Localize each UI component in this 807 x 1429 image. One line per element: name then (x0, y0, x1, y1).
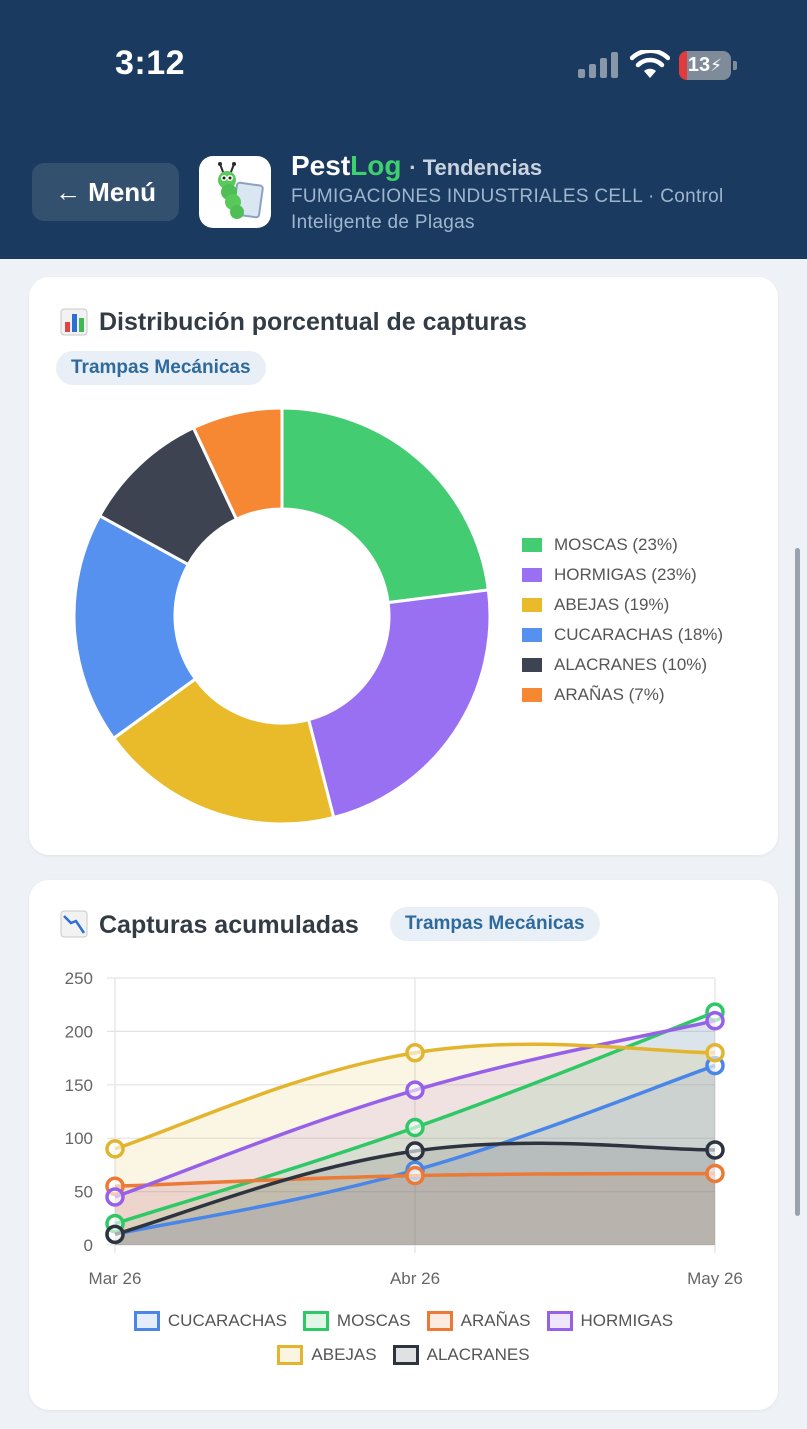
menu-button[interactable]: ← Menú (32, 163, 179, 221)
x-tick-label: Abr 26 (390, 1269, 440, 1288)
point-hormigas[interactable] (705, 1010, 725, 1031)
app-title: PestLog · Tendencias (291, 150, 542, 182)
legend-item-alacranes[interactable]: ALACRANES (392, 1345, 530, 1365)
company-subtitle: FUMIGACIONES INDUSTRIALES CELL · Control… (291, 186, 724, 233)
y-tick-label: 150 (65, 1076, 93, 1095)
legend-label: ALACRANES (426, 1345, 530, 1364)
legend-swatch (426, 1311, 453, 1331)
area-alacranes (115, 1143, 715, 1245)
legend-label: ABEJAS (311, 1345, 377, 1364)
doughnut-legend: MOSCAS (23%) HORMIGAS (23%) ABEJAS (19%) CU… (522, 530, 723, 710)
legend-swatch (522, 628, 542, 642)
app-logo (199, 156, 271, 228)
point-aranas[interactable] (705, 1163, 725, 1184)
point-alacranes[interactable] (705, 1140, 725, 1160)
legend-label: ARAÑAS (7%) (554, 685, 665, 704)
legend-item-hormigas[interactable]: HORMIGAS (546, 1311, 674, 1331)
legend-item-moscas[interactable]: MOSCAS (23%) (522, 530, 723, 560)
cumulative-legend: CUCARACHAS MOSCAS ARAÑAS HORMIGAS ABEJAS ALAC… (29, 1304, 778, 1372)
legend-label: CUCARACHAS (18%) (554, 625, 724, 644)
status-time: 3:12 (115, 44, 186, 82)
distribution-title: Distribución porcentual de capturas (99, 308, 527, 336)
cellular-signal-icon (578, 52, 620, 78)
legend-item-abejas[interactable]: ABEJAS (277, 1345, 377, 1365)
legend-label: HORMIGAS (580, 1311, 674, 1330)
legend-label: MOSCAS (23%) (554, 535, 678, 554)
scrollbar[interactable] (795, 548, 800, 1216)
legend-label: ARAÑAS (460, 1311, 531, 1330)
y-tick-label: 200 (65, 1022, 93, 1041)
legend-swatch (522, 598, 542, 612)
legend-swatch (522, 658, 542, 672)
point-alacranes[interactable] (105, 1224, 125, 1245)
trend-down-chart-icon (60, 910, 88, 938)
section-title: · Tendencias (409, 155, 543, 180)
battery-icon: 13⚡ (679, 51, 737, 80)
legend-swatch (522, 538, 542, 552)
distribution-card: Distribución porcentual de capturas Tram… (29, 277, 778, 855)
cumulative-card: Capturas acumuladas Trampas Mecánicas 0 5… (29, 880, 778, 1410)
legend-label: MOSCAS (336, 1311, 411, 1330)
y-tick-label: 50 (74, 1183, 93, 1202)
point-alacranes[interactable] (405, 1141, 425, 1161)
x-tick-label: Mar 26 (89, 1269, 142, 1288)
app-name-pest: Pest (291, 150, 351, 181)
point-moscas[interactable] (405, 1117, 425, 1138)
doughnut-chart (72, 406, 492, 826)
slice-hormigas[interactable] (306, 588, 492, 820)
point-aranas[interactable] (405, 1165, 425, 1186)
legend-swatch (522, 688, 542, 702)
slice-moscas[interactable] (280, 406, 491, 605)
battery-level: 13 (687, 54, 711, 76)
legend-swatch (302, 1311, 329, 1331)
legend-swatch (277, 1345, 304, 1365)
bar-chart-icon (60, 308, 88, 336)
point-hormigas[interactable] (105, 1187, 125, 1207)
legend-item-hormigas[interactable]: HORMIGAS (23%) (522, 560, 723, 590)
legend-item-cucarachas[interactable]: CUCARACHAS (18%) (522, 620, 723, 650)
cumulative-filter-pill: Trampas Mecánicas (390, 907, 600, 941)
app-header: 3:12 13⚡ ← Menú PestLog · Tendencias FU (0, 0, 807, 259)
cumulative-title: Capturas acumuladas (99, 911, 359, 939)
legend-item-aranas[interactable]: ARAÑAS (7%) (522, 680, 723, 710)
legend-item-aranas[interactable]: ARAÑAS (426, 1311, 531, 1331)
legend-item-cucarachas[interactable]: CUCARACHAS (133, 1311, 287, 1331)
app-name-log: Log (350, 150, 402, 181)
point-abejas[interactable] (105, 1139, 125, 1159)
slice-cucarachas[interactable] (72, 513, 198, 741)
point-abejas[interactable] (705, 1043, 725, 1063)
point-hormigas[interactable] (405, 1080, 425, 1100)
y-tick-label: 250 (65, 969, 93, 988)
point-abejas[interactable] (405, 1043, 425, 1063)
caterpillar-logo-icon (218, 162, 264, 219)
legend-swatch (392, 1345, 419, 1365)
slice-aranas[interactable] (191, 406, 284, 522)
y-tick-label: 0 (84, 1236, 93, 1255)
slice-abejas[interactable] (111, 676, 336, 826)
legend-item-moscas[interactable]: MOSCAS (302, 1311, 411, 1331)
x-tick-label: May 26 (687, 1269, 743, 1288)
y-tick-label: 100 (65, 1129, 93, 1148)
distribution-filter-pill: Trampas Mecánicas (56, 351, 266, 385)
legend-label: CUCARACHAS (167, 1311, 287, 1330)
area-cucarachas (115, 1065, 715, 1245)
legend-item-alacranes[interactable]: ALACRANES (10%) (522, 650, 723, 680)
legend-swatch (546, 1311, 573, 1331)
legend-label: ALACRANES (10%) (554, 655, 708, 674)
area-aranas (115, 1173, 715, 1245)
legend-swatch (522, 568, 542, 582)
legend-label: ABEJAS (19%) (554, 595, 670, 614)
legend-swatch (133, 1311, 160, 1331)
wifi-icon (630, 50, 670, 78)
cumulative-area-chart: 0 50 100 150 200 250 Mar 26 Abr 26 May 26 (65, 969, 743, 1288)
legend-label: HORMIGAS (23%) (554, 565, 697, 584)
legend-item-abejas[interactable]: ABEJAS (19%) (522, 590, 723, 620)
